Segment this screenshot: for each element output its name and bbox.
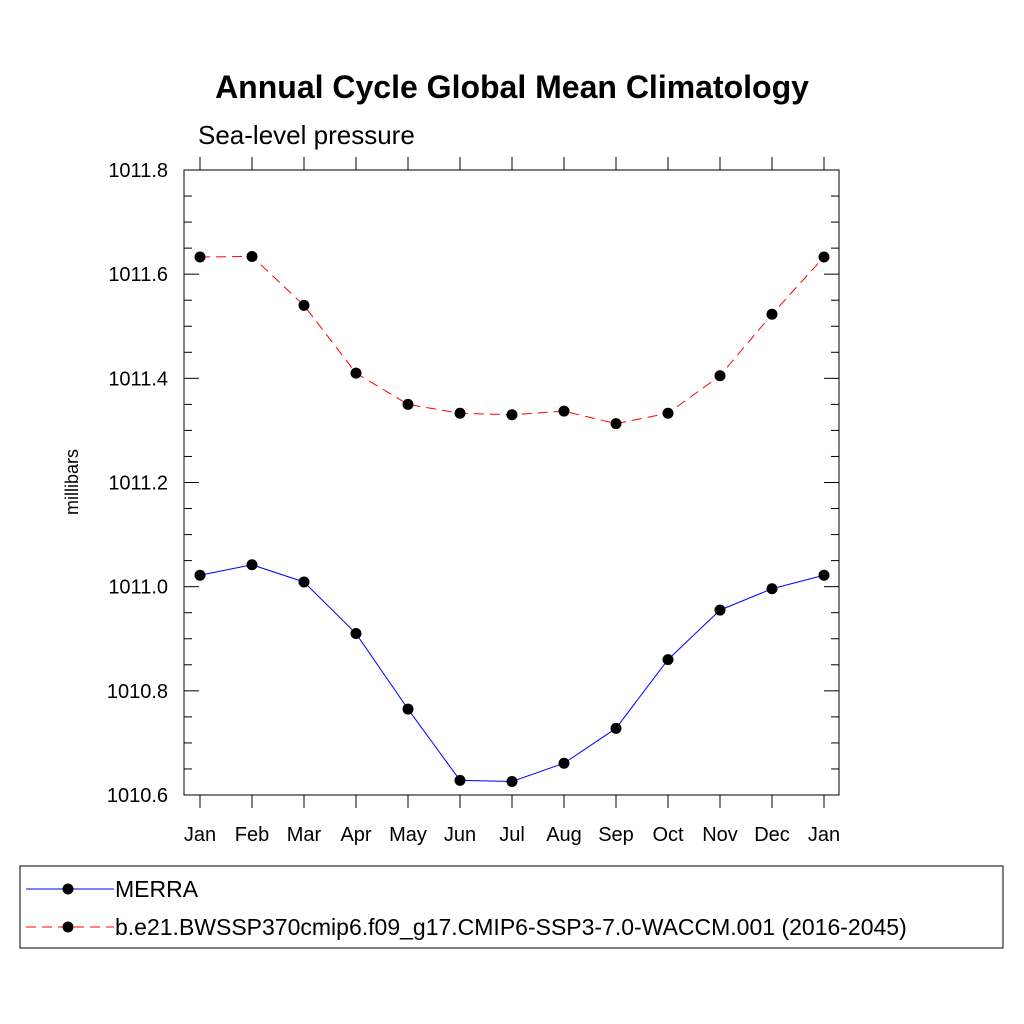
data-point — [194, 251, 206, 263]
data-point — [558, 757, 570, 769]
x-tick-label: May — [389, 824, 427, 846]
x-tick-label: Sep — [598, 824, 634, 846]
legend-marker — [62, 921, 74, 933]
data-point — [818, 569, 830, 581]
data-point — [610, 418, 622, 430]
y-tick-label: 1010.6 — [107, 785, 168, 807]
y-tick-label: 1011.2 — [108, 473, 168, 495]
data-point — [402, 398, 414, 410]
y-axis-label: millibars — [62, 449, 82, 515]
legend: MERRA b.e21.BWSSP370cmip6.f09_g17.CMIP6-S… — [19, 865, 1004, 949]
data-point — [714, 604, 726, 616]
data-point — [298, 576, 310, 588]
data-point — [662, 654, 674, 666]
x-tick-label: Apr — [340, 824, 371, 846]
x-tick-label: Jan — [184, 824, 216, 846]
x-tick-label: Aug — [546, 824, 582, 846]
y-tick-label: 1011.8 — [108, 160, 168, 182]
x-tick-label: Jan — [808, 824, 840, 846]
x-tick-label: Jun — [444, 824, 476, 846]
legend-label: b.e21.BWSSP370cmip6.f09_g17.CMIP6-SSP3-7… — [115, 914, 907, 940]
data-point — [454, 774, 466, 786]
x-tick-label: Feb — [235, 824, 269, 846]
data-point — [454, 407, 466, 419]
series-line-0 — [199, 564, 825, 782]
data-point — [558, 405, 570, 417]
x-tick-label: Nov — [702, 824, 738, 846]
data-point — [506, 409, 518, 421]
chart-title: Annual Cycle Global Mean Climatology — [215, 69, 809, 105]
y-tick-label: 1011.4 — [108, 368, 168, 390]
plot-frame — [183, 169, 840, 796]
data-point — [662, 407, 674, 419]
legend-marker — [62, 883, 74, 895]
x-tick-label: Dec — [754, 824, 790, 846]
data-point — [766, 308, 778, 320]
data-point — [350, 628, 362, 640]
data-point — [402, 703, 414, 715]
data-point — [610, 722, 622, 734]
chart-subtitle: Sea-level pressure — [198, 120, 415, 150]
x-tick-label: Mar — [287, 824, 322, 846]
legend-box — [19, 865, 1004, 949]
data-point — [714, 370, 726, 382]
series-line-1 — [199, 255, 825, 425]
series-layer — [194, 250, 830, 787]
data-point — [818, 251, 830, 263]
data-point — [350, 367, 362, 379]
data-point — [506, 775, 518, 787]
data-point — [766, 583, 778, 595]
x-tick-label: Jul — [499, 824, 525, 846]
y-tick-label: 1010.8 — [107, 681, 168, 703]
axis-ticks: Jan Feb Mar Apr May Jun Jul Aug Sep Oct Nov Dec Jan 1… — [107, 157, 840, 846]
legend-label: MERRA — [115, 876, 199, 902]
data-point — [246, 250, 258, 262]
x-tick-label: Oct — [652, 824, 684, 846]
y-tick-label: 1011.0 — [108, 577, 168, 599]
y-tick-label: 1011.6 — [108, 264, 168, 286]
data-point — [298, 299, 310, 311]
data-point — [194, 569, 206, 581]
data-point — [246, 559, 258, 571]
